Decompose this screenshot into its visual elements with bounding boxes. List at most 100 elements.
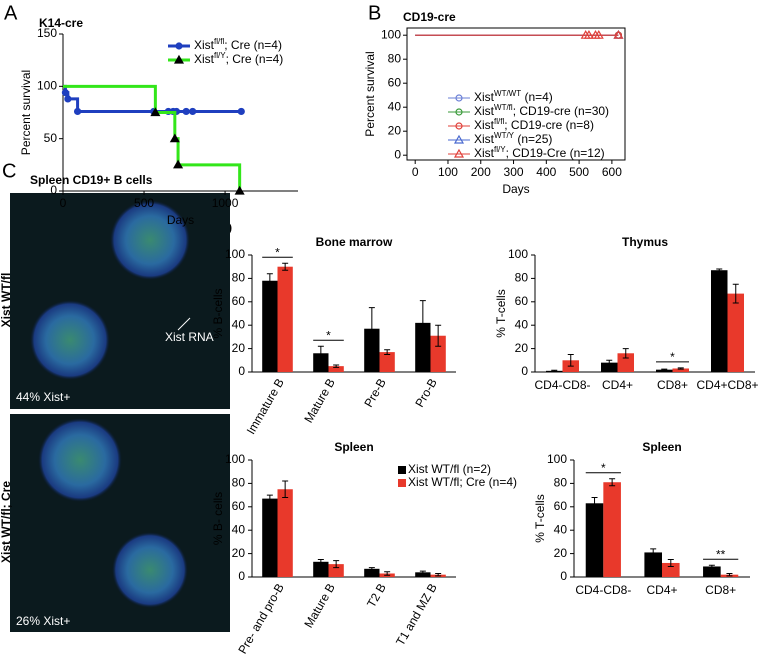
chart-title: CD19-cre bbox=[403, 10, 456, 24]
marker bbox=[169, 133, 180, 143]
error-bar bbox=[726, 572, 733, 577]
y-tick-label: 40 bbox=[388, 99, 402, 113]
bar bbox=[672, 368, 689, 372]
chart-title: Spleen bbox=[334, 440, 373, 454]
x-tick-label: 500 bbox=[134, 196, 154, 210]
legend-text: WT/fl bbox=[494, 103, 513, 112]
y-label: Percent survival bbox=[363, 51, 377, 136]
marker bbox=[583, 29, 594, 39]
error-bar bbox=[609, 478, 616, 487]
y-tick-label: 40 bbox=[515, 317, 529, 331]
y-label: Percent survival bbox=[19, 70, 33, 155]
error-bar bbox=[384, 349, 391, 355]
y-tick-label: 20 bbox=[232, 341, 246, 355]
y-tick-label: 20 bbox=[554, 546, 568, 560]
legend-text: fl/fl bbox=[494, 117, 504, 126]
marker bbox=[613, 29, 624, 39]
x-tick-label: CD4+ bbox=[602, 378, 633, 392]
marker bbox=[455, 122, 463, 130]
x-tick-label: 0 bbox=[60, 196, 67, 210]
y-tick-label: 60 bbox=[554, 499, 568, 513]
bar bbox=[364, 568, 380, 577]
marker bbox=[173, 54, 185, 64]
y-tick-label: 20 bbox=[388, 123, 402, 137]
legend-text: Xist bbox=[474, 132, 495, 146]
y-tick-label: 20 bbox=[515, 341, 529, 355]
y-tick-label: 0 bbox=[238, 364, 245, 378]
significance: * bbox=[601, 461, 606, 475]
legend-text: Xist bbox=[474, 118, 495, 132]
error-bar bbox=[732, 283, 739, 304]
panel-label: C bbox=[2, 160, 16, 182]
y-tick-label: 0 bbox=[560, 569, 567, 583]
y-tick-label: 80 bbox=[515, 271, 529, 285]
error-bar bbox=[650, 548, 657, 557]
legend-swatch bbox=[398, 479, 406, 487]
y-tick-label: 60 bbox=[232, 499, 246, 513]
legend-text: fl/fl bbox=[214, 37, 224, 46]
chart-title: K14-cre bbox=[39, 16, 83, 30]
marker bbox=[189, 107, 197, 116]
error-bar bbox=[317, 345, 324, 361]
error-bar bbox=[622, 348, 629, 359]
legend-label: Xist WT/fl (n=2) bbox=[408, 462, 491, 476]
marker bbox=[173, 159, 184, 169]
chart-title: Thymus bbox=[622, 235, 668, 249]
arrow bbox=[177, 317, 191, 331]
x-label: Days bbox=[502, 182, 529, 196]
legend-label: XistWT/WT (n=4) bbox=[474, 89, 553, 104]
y-label: % B- cells bbox=[211, 492, 225, 545]
marker bbox=[73, 107, 82, 116]
y-tick-label: 60 bbox=[388, 75, 402, 89]
frame bbox=[406, 27, 626, 161]
legend-label: Xistfl/Y; Cre (n=4) bbox=[194, 51, 283, 66]
x-tick-label: CD4-CD8- bbox=[575, 583, 631, 597]
panel-label: B bbox=[368, 2, 381, 24]
bar bbox=[617, 353, 634, 372]
legend-text: ; Cre (n=4) bbox=[224, 38, 282, 52]
error-bar bbox=[567, 353, 574, 367]
significance: * bbox=[275, 245, 280, 259]
error-bar bbox=[667, 558, 674, 567]
legend-swatch bbox=[398, 466, 406, 474]
marker bbox=[175, 42, 183, 50]
legend-text: ; CD19-cre (n=30) bbox=[513, 104, 609, 118]
bar bbox=[328, 366, 344, 372]
legend-label: Xist WT/fl; Cre (n=4) bbox=[408, 475, 517, 489]
error-bar bbox=[606, 359, 613, 366]
legend-text: Xist bbox=[474, 90, 495, 104]
x-tick-label: 400 bbox=[536, 165, 556, 179]
y-tick-label: 50 bbox=[44, 131, 58, 145]
marker bbox=[182, 107, 190, 116]
error-bar bbox=[661, 368, 668, 371]
bar bbox=[277, 266, 293, 372]
x-tick-label: 600 bbox=[602, 165, 622, 179]
bar bbox=[656, 369, 673, 372]
y-tick-label: 0 bbox=[50, 183, 57, 197]
cell bbox=[112, 532, 188, 608]
y-tick-label: 40 bbox=[232, 522, 246, 536]
bar bbox=[379, 352, 395, 372]
chart-title: Spleen bbox=[642, 440, 681, 454]
bar bbox=[430, 335, 446, 372]
x-tick-label: 1000 bbox=[212, 196, 239, 210]
microscopy: Spleen CD19+ B cells Xist RNA 44% Xist+ … bbox=[0, 173, 230, 632]
y-tick-label: 100 bbox=[547, 452, 567, 466]
legend-text: Xist bbox=[194, 52, 215, 66]
marker bbox=[61, 89, 70, 97]
bar bbox=[277, 489, 293, 577]
legend-text: (n=25) bbox=[514, 132, 552, 146]
marker bbox=[455, 94, 463, 102]
bar bbox=[313, 353, 329, 372]
marker bbox=[150, 107, 161, 117]
legend-text: Xist bbox=[194, 38, 215, 52]
x-tick-label: CD4+CD8+ bbox=[696, 378, 758, 392]
x-tick-label: Pre-B bbox=[361, 376, 388, 410]
y-tick-label: 100 bbox=[508, 247, 528, 261]
legend-text: ; CD19-Cre (n=12) bbox=[506, 146, 605, 160]
marker bbox=[593, 29, 604, 39]
x-tick-label: Immature B bbox=[244, 376, 287, 437]
y-tick-label: 0 bbox=[238, 569, 245, 583]
marker bbox=[453, 134, 465, 144]
chart-title: Bone marrow bbox=[316, 235, 393, 249]
